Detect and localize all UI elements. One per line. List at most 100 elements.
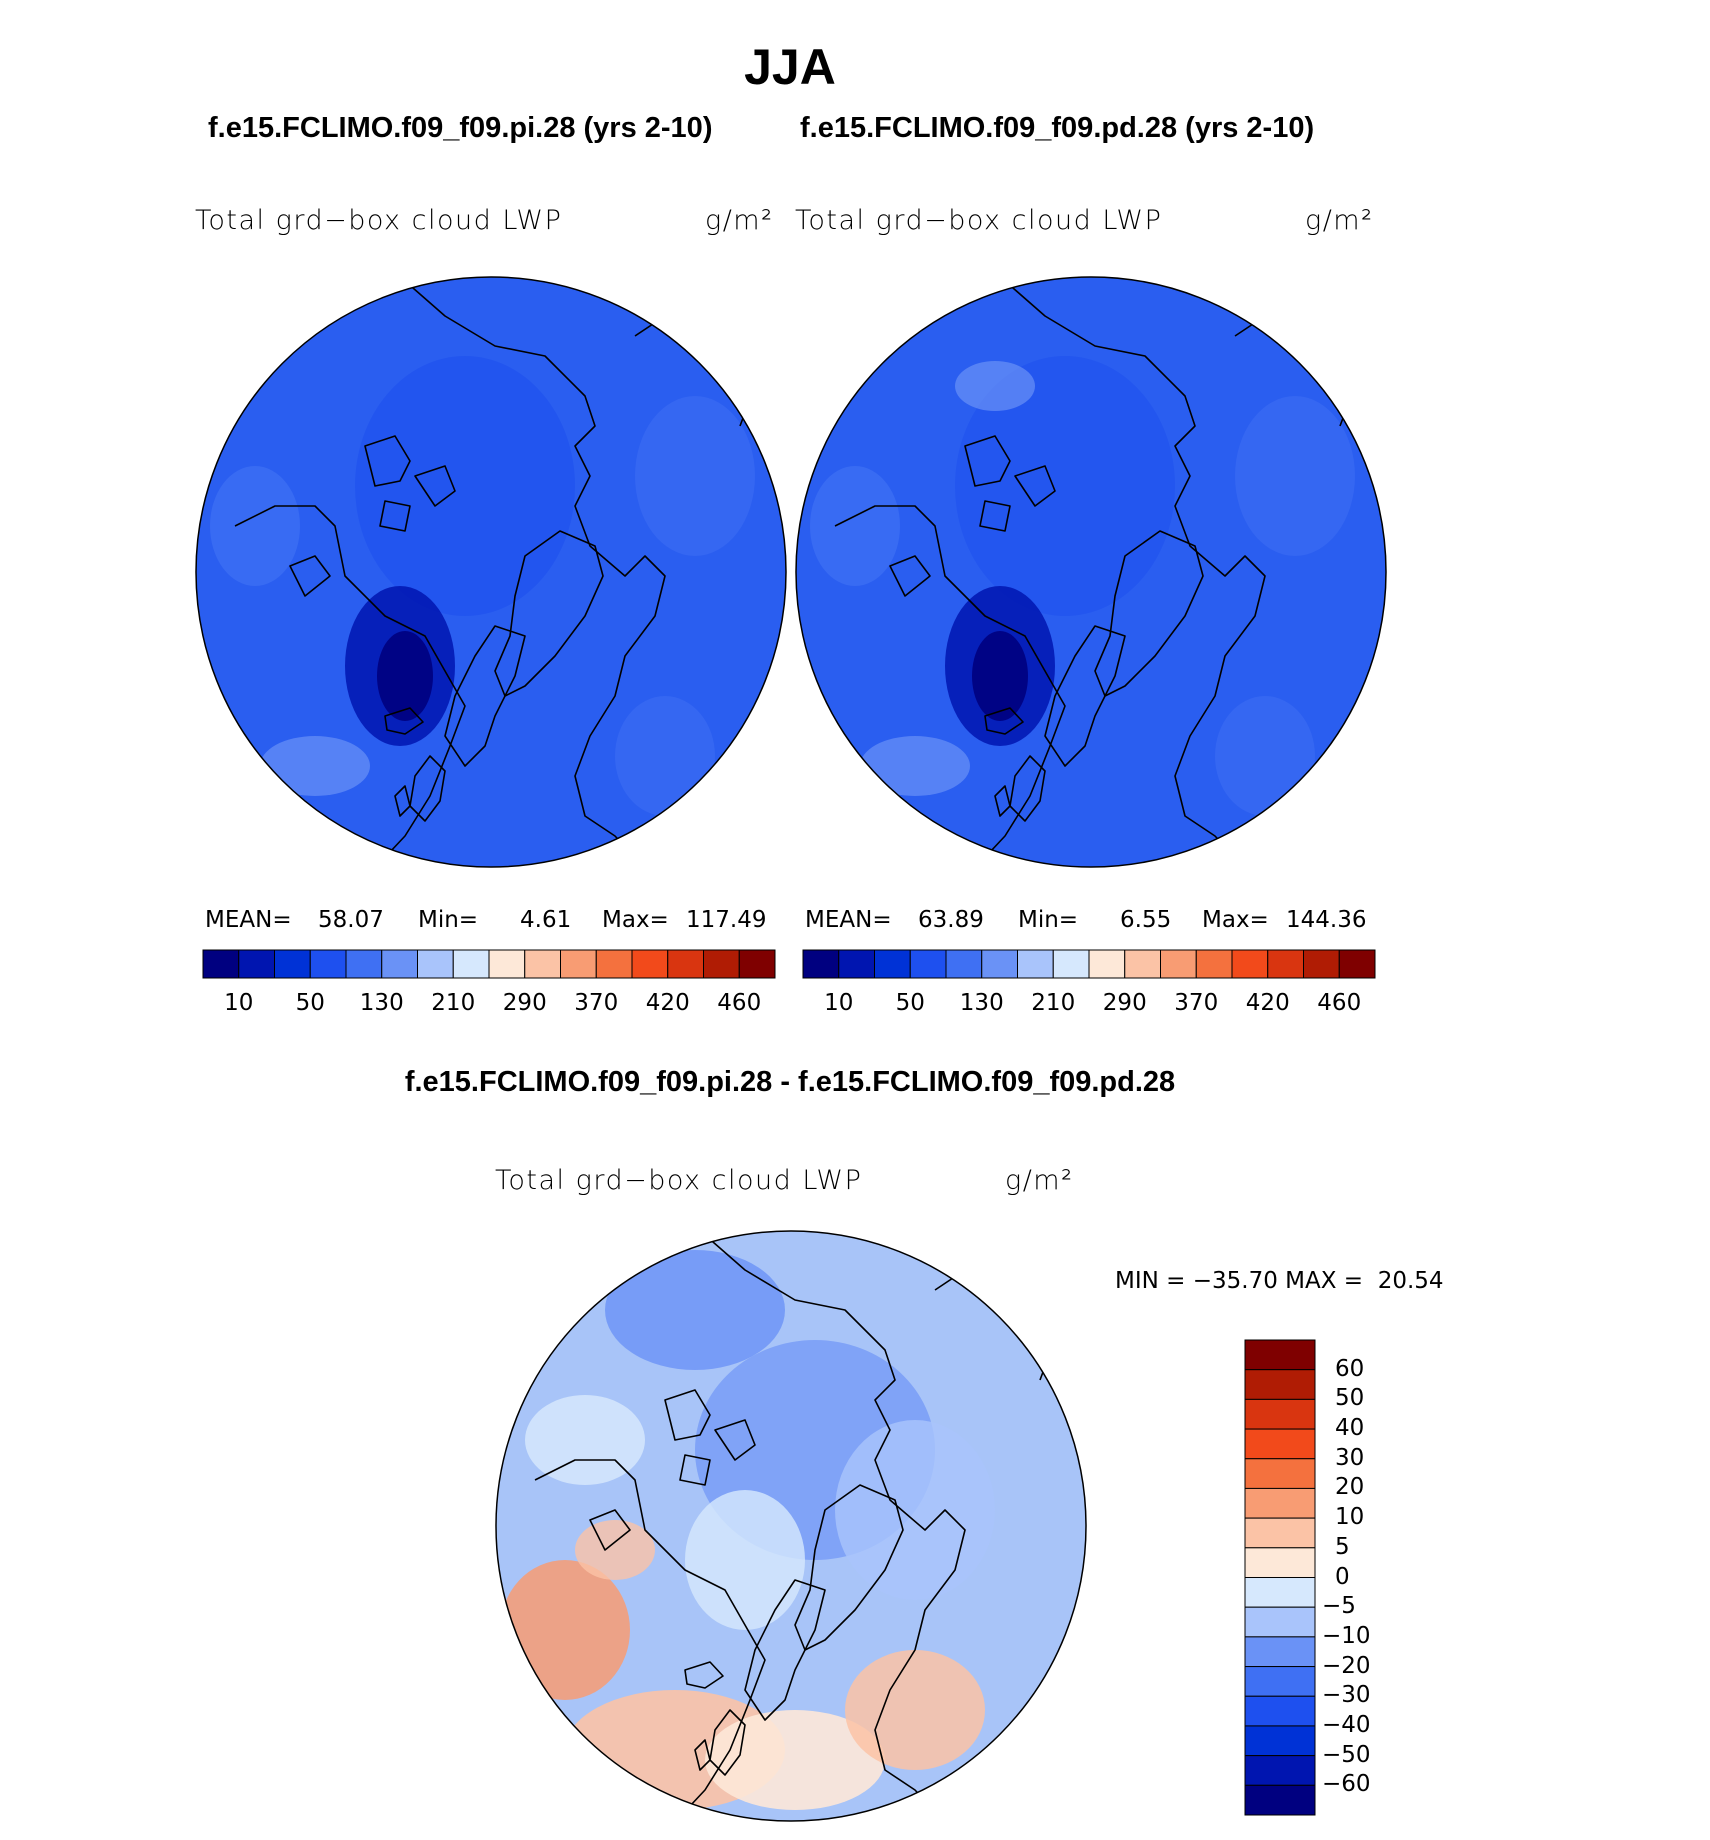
colorbar-swatch [1244,1636,1316,1668]
colorbar-swatch [595,949,633,979]
colorbar-tick-label: 210 [1031,990,1076,1016]
colorbar-swatch [1160,949,1197,979]
colorbar-tick-label: 420 [645,990,690,1016]
colorbar-tick-label: 290 [1102,990,1147,1016]
difference-minmax: MIN = −35.70 MAX = 20.54 [1115,1268,1444,1294]
map-panel-difference [495,1230,1087,1822]
panel1-mean-value: 58.07 [318,907,384,933]
colorbar-swatch [1338,949,1376,979]
colorbar-swatch [1244,1606,1316,1638]
colorbar-tick-label: 10 [224,990,254,1016]
panel2-variable-label: Total grd−box cloud LWP [795,205,1163,236]
colorbar-tick-label: 50 [1335,1385,1365,1412]
difference-variable-label: Total grd−box cloud LWP [495,1165,863,1196]
colorbar-tick-label: −30 [1322,1682,1371,1709]
colorbar-swatch [1244,1695,1316,1727]
panel2-units-label: g/m² [1305,205,1374,236]
colorbar-swatch [524,949,561,979]
difference-units-label: g/m² [1005,1165,1074,1196]
panel2-min-label: Min= [1018,907,1079,933]
difference-title: f.e15.FCLIMO.f09_f09.pi.28 - f.e15.FCLIM… [404,1066,1176,1098]
colorbar-tick-label: −5 [1322,1593,1356,1620]
map-panel-pi [195,276,787,868]
colorbar-tick-label: 10 [1335,1504,1365,1531]
colorbar-tick-label: 50 [295,990,325,1016]
colorbar-swatch [802,949,840,979]
panel2-max-value: 144.36 [1286,907,1367,933]
colorbar-tick-label: 50 [895,990,925,1016]
colorbar-swatch [1124,949,1161,979]
panel1-units-label: g/m² [705,205,774,236]
colorbar-tick-label: −10 [1322,1622,1371,1649]
colorbar-swatch [1244,1398,1316,1430]
colorbar-swatch [1052,949,1090,979]
colorbar-tick-label: 370 [574,990,619,1016]
colorbar-tick-label: 60 [1335,1355,1365,1382]
colorbar-swatch [1244,1547,1316,1578]
colorbar-tick-label: −20 [1322,1652,1371,1679]
colorbar-swatch [1244,1428,1316,1460]
colorbar-swatch [560,949,597,979]
colorbar-swatch [1244,1755,1316,1786]
colorbar-swatch [1088,949,1126,979]
colorbar-swatch [738,949,776,979]
colorbar-swatch [1244,1369,1316,1400]
colorbar-swatch [667,949,704,979]
map-panel-pd [795,276,1387,868]
panel1-min-value: 4.61 [520,907,572,933]
right-run-subtitle: f.e15.FCLIMO.f09_f09.pd.28 (yrs 2-10) [800,112,1315,144]
page-title: JJA [744,39,836,95]
colorbar-tick-label: −60 [1322,1771,1371,1798]
colorbar-pi [202,949,776,979]
colorbar-swatch [1267,949,1304,979]
panel1-min-label: Min= [418,907,479,933]
colorbar-swatch [345,949,383,979]
colorbar-tick-label: 460 [717,990,762,1016]
colorbar-swatch [417,949,454,979]
panel2-max-label: Max= [1202,907,1269,933]
colorbar-tick-label: 290 [502,990,547,1016]
colorbar-swatch [238,949,275,979]
colorbar-tick-label: 20 [1335,1474,1365,1501]
colorbar-swatch [703,949,740,979]
colorbar-swatch [1244,1517,1316,1549]
colorbar-swatch [838,949,875,979]
colorbar-swatch [1017,949,1054,979]
colorbar-tick-label: 10 [824,990,854,1016]
colorbar-swatch [1244,1784,1316,1816]
colorbar-swatch [1244,1577,1316,1608]
colorbar-swatch [909,949,947,979]
colorbar-swatch [1244,1339,1316,1371]
colorbar-swatch [452,949,490,979]
colorbar-swatch [309,949,347,979]
panel1-max-value: 117.49 [686,907,767,933]
colorbar-swatch [1195,949,1233,979]
colorbar-tick-label: 40 [1335,1415,1365,1442]
colorbar-swatch [1231,949,1269,979]
colorbar-tick-label: 130 [959,990,1004,1016]
panel2-min-value: 6.55 [1120,907,1172,933]
panel1-variable-label: Total grd−box cloud LWP [195,205,563,236]
colorbar-swatch [945,949,983,979]
colorbar-tick-label: 210 [431,990,476,1016]
colorbar-swatch [1244,1487,1316,1519]
colorbar-difference [1244,1339,1316,1816]
panel1-mean-label: MEAN= [205,907,292,933]
colorbar-tick-label: 5 [1335,1533,1350,1560]
colorbar-swatch [1244,1666,1316,1697]
colorbar-tick-label: 420 [1245,990,1290,1016]
colorbar-swatch [631,949,669,979]
colorbar-tick-label: −50 [1322,1741,1371,1768]
colorbar-tick-label: 30 [1335,1444,1365,1471]
panel2-mean-label: MEAN= [805,907,892,933]
colorbar-tick-label: 370 [1174,990,1219,1016]
colorbar-swatch [1244,1725,1316,1757]
colorbar-swatch [488,949,526,979]
colorbar-swatch [202,949,240,979]
left-run-subtitle: f.e15.FCLIMO.f09_f09.pi.28 (yrs 2-10) [208,112,713,144]
colorbar-swatch [381,949,418,979]
colorbar-swatch [1244,1458,1316,1489]
colorbar-swatch [274,949,311,979]
colorbar-pd [802,949,1376,979]
colorbar-swatch [981,949,1018,979]
